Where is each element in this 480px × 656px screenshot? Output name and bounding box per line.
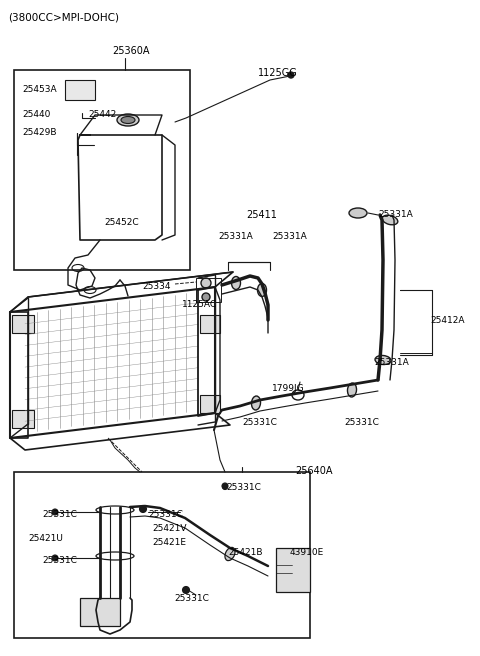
Ellipse shape [225,547,235,561]
Ellipse shape [257,283,266,297]
Text: 25421U: 25421U [28,534,63,543]
Ellipse shape [52,509,58,515]
Ellipse shape [223,485,228,489]
Text: 25429B: 25429B [22,128,57,137]
Text: 25331A: 25331A [374,358,409,367]
Text: 25331C: 25331C [148,510,183,519]
Ellipse shape [52,555,58,561]
Text: 25453A: 25453A [22,85,57,94]
Ellipse shape [231,276,240,289]
Bar [200,395,220,413]
Text: 25452C: 25452C [104,218,139,227]
Ellipse shape [202,293,210,301]
Text: 25421E: 25421E [152,538,186,547]
Text: 25442: 25442 [88,110,116,119]
Bar [200,315,220,333]
Bar [276,548,310,592]
Text: (3800CC>MPI-DOHC): (3800CC>MPI-DOHC) [8,12,119,22]
Bar [12,410,34,428]
Text: 25412A: 25412A [430,316,465,325]
Bar [80,598,120,626]
Ellipse shape [349,208,367,218]
Ellipse shape [382,215,398,225]
Ellipse shape [375,356,391,365]
Ellipse shape [140,506,146,512]
Bar [12,315,34,333]
Text: 25331C: 25331C [42,510,77,519]
Text: 25421V: 25421V [152,524,187,533]
Text: 25331C: 25331C [344,418,379,427]
Bar [196,278,221,302]
Text: 25334: 25334 [142,282,170,291]
Text: 25331A: 25331A [378,210,413,219]
Ellipse shape [117,114,139,126]
Text: 25331C: 25331C [42,556,77,565]
Bar [14,472,310,638]
Text: 25411: 25411 [246,210,277,220]
Text: 25331A: 25331A [272,232,307,241]
Text: 1799JG: 1799JG [272,384,305,393]
Ellipse shape [348,383,357,397]
Text: 1125GG: 1125GG [258,68,298,78]
Text: 25440: 25440 [22,110,50,119]
Bar [65,80,95,100]
Text: 25331C: 25331C [226,483,261,492]
Ellipse shape [288,72,294,78]
Bar [14,70,190,270]
Ellipse shape [252,396,261,410]
Text: 25640A: 25640A [295,466,333,476]
Ellipse shape [222,483,228,489]
Text: 25360A: 25360A [112,46,149,56]
Ellipse shape [121,117,135,123]
Text: 43910E: 43910E [290,548,324,557]
Ellipse shape [201,278,211,288]
Text: 25331C: 25331C [242,418,277,427]
Text: 25331A: 25331A [218,232,253,241]
Text: 25421B: 25421B [228,548,263,557]
Text: 25331C: 25331C [174,594,209,603]
Ellipse shape [182,586,190,594]
Text: 1125AC: 1125AC [182,300,217,309]
